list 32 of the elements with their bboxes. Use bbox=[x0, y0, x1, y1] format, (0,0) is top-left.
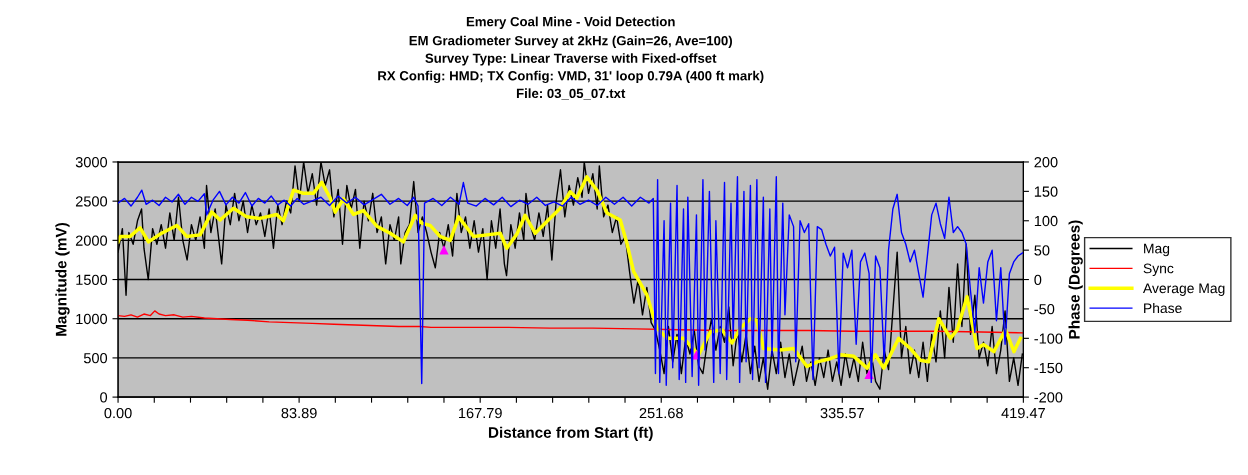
y2-tick-label: 200 bbox=[1034, 157, 1058, 168]
y2-tick-label: -100 bbox=[1034, 333, 1063, 344]
y2-tick-label: 0 bbox=[1034, 274, 1042, 285]
y-tick-label: 2000 bbox=[75, 235, 108, 246]
chart-title: Emery Coal Mine - Void Detection bbox=[466, 16, 675, 29]
y2-tick-label: 150 bbox=[1034, 186, 1058, 197]
x-tick-label: 0.00 bbox=[104, 407, 132, 419]
legend-label: Average Mag bbox=[1142, 283, 1225, 296]
y-tick-label: 500 bbox=[83, 353, 108, 364]
y-tick-label: 1500 bbox=[76, 274, 108, 285]
x-tick-label: 167.79 bbox=[459, 407, 502, 419]
y-tick-label: 3000 bbox=[75, 157, 108, 168]
y2-axis-title: Phase (Degrees) bbox=[1068, 220, 1083, 339]
x-tick-label: 251.68 bbox=[639, 407, 683, 419]
y2-tick-label: 100 bbox=[1034, 215, 1058, 227]
legend-label: Mag bbox=[1144, 243, 1170, 257]
y-tick-label: 0 bbox=[100, 392, 108, 403]
legend-label: Sync bbox=[1143, 263, 1174, 277]
y-tick-label: 1000 bbox=[76, 313, 108, 325]
y2-tick-label: -150 bbox=[1034, 362, 1063, 374]
legend-label: Phase bbox=[1144, 302, 1182, 314]
point bbox=[439, 245, 449, 255]
x-tick-label: 83.89 bbox=[281, 407, 317, 419]
y2-tick-label: -50 bbox=[1034, 304, 1055, 315]
chart-subtitle: EM Gradiometer Survey at 2kHz (Gain=26, Ave=100) Survey Type: Linear Traverse with Fixed-offset RX Config: HMD; TX Config: VMD, 31' loop 0.79A (400 ft mark) File: 03_05_07.txt bbox=[378, 35, 764, 100]
x-tick-label: 335.57 bbox=[820, 407, 864, 419]
x-axis-title: Distance from Start (ft) bbox=[488, 426, 653, 441]
x-tick-label: 419.47 bbox=[1001, 407, 1045, 419]
y-tick-label: 2500 bbox=[75, 196, 108, 207]
y2-tick-label: -200 bbox=[1034, 392, 1063, 403]
y2-tick-label: 50 bbox=[1034, 245, 1050, 256]
y-axis-title: Magnitude (mV) bbox=[55, 223, 70, 336]
